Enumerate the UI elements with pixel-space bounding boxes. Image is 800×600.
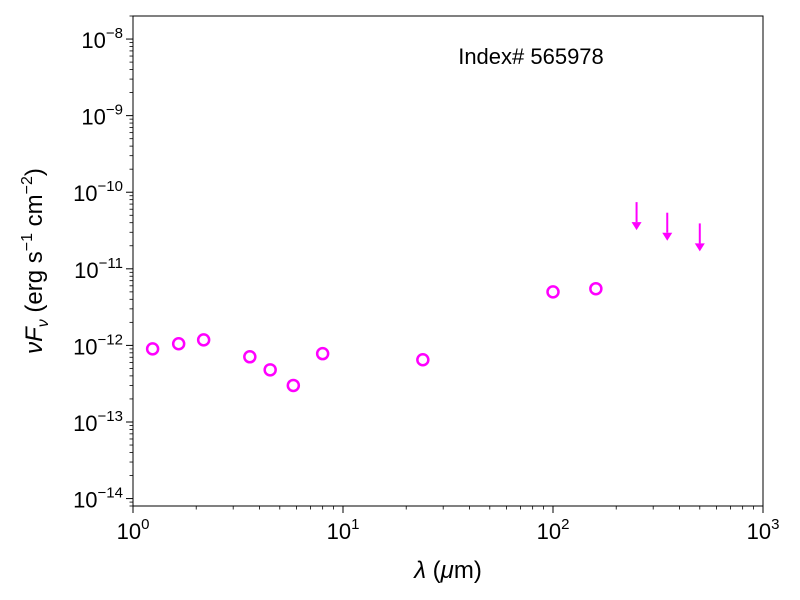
x-tick-label: 100: [117, 516, 150, 544]
y-tick-label: 10−14: [73, 485, 123, 513]
y-tick-label: 10−10: [73, 178, 123, 206]
x-tick-label: 103: [747, 516, 780, 544]
y-tick-label: 10−12: [73, 331, 123, 359]
upper-limit-marker: [662, 212, 673, 241]
x-axis-label: λ (μm): [412, 557, 482, 584]
data-point: [589, 281, 603, 296]
y-tick-label: 10−9: [81, 102, 123, 130]
y-tick-label: 10−8: [81, 25, 123, 53]
data-point: [243, 350, 257, 364]
y-tick-label: 10−13: [73, 408, 123, 436]
data-point: [145, 342, 160, 356]
data-point: [263, 363, 277, 377]
data-point: [171, 337, 186, 351]
x-tick-label: 101: [327, 516, 360, 544]
upper-limit-marker: [694, 223, 705, 252]
upper-limit-marker: [631, 202, 642, 231]
data-point: [286, 378, 301, 393]
data-point: [196, 333, 211, 347]
data-point: [546, 285, 560, 299]
plot-area: [133, 16, 763, 506]
data-point: [315, 346, 330, 361]
chart-annotation: Index# 565978: [458, 44, 604, 69]
data-point: [416, 352, 430, 367]
y-tick-label: 10−11: [74, 255, 123, 283]
plot-frame: [132, 15, 764, 507]
x-tick-label: 102: [537, 516, 570, 544]
y-axis-label: νFν (erg s−1 cm−2): [19, 168, 52, 354]
